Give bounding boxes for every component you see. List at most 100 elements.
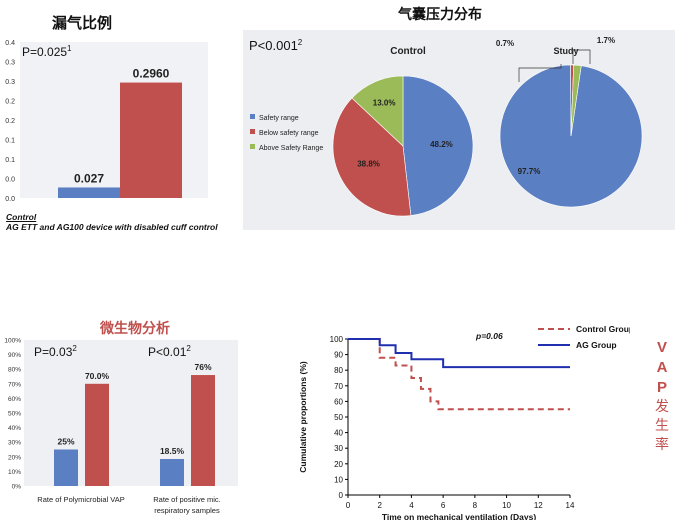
km-legend-label: AG Group [576,340,617,350]
km-y-tick: 70 [334,382,343,391]
leak-caption-device: AG ETT and AG100 device with disabled cu… [6,222,218,232]
micro-p-right: P<0.012 [148,344,191,359]
micro-bar-chart: 0% 10% 20% 30% 40% 50% 60% 70% 80% 90% 100% P=0.032… [4,338,238,515]
vap-zh-3: 率 [655,437,669,453]
km-y-tick: 60 [334,397,343,406]
leak-y-tick: 0.0 [5,177,15,184]
leak-bar-label: 0.2960 [133,67,170,81]
pie-legend-swatch [250,144,255,149]
micro-bar-label: 70.0% [85,371,110,381]
micro-y-tick: 0% [12,484,22,491]
micro-y-tick: 40% [8,425,21,432]
leak-y-tick: 0.0 [5,196,15,203]
micro-p-left: P=0.032 [34,344,77,359]
pie-study-leader [518,64,562,82]
vap-zh-1: 发 [655,399,669,415]
micro-bar [54,449,78,486]
km-y-tick: 100 [330,335,344,344]
leak-y-tick: 0.1 [5,157,15,164]
pie-study-label: 97.7% [518,167,541,176]
pie-control-label: 13.0% [373,98,396,107]
leak-chart-title: 漏气比例 [52,14,113,32]
pie-control-slice [351,75,404,147]
micro-y-tick: 100% [4,338,21,345]
pie-p-value: P<0.0012 [249,38,303,53]
micro-y-tick: 50% [8,411,21,418]
micro-y-tick: 80% [8,367,21,374]
leak-y-tick: 0.3 [5,79,15,86]
pie-study-leader [572,49,591,64]
micro-bar-label: 25% [57,437,74,447]
vap-line-chart: 0 10 20 30 40 50 60 70 80 90 100 0 2 4 6 8 10 12 14 Time on… [298,324,630,520]
micro-category-label: Rate of Polymicrobial VAP [37,495,124,504]
km-x-tick: 10 [502,501,511,510]
micro-category-label: Rate of positive mic. [153,495,221,504]
micro-bar [191,375,215,486]
km-x-tick: 6 [441,501,446,510]
km-legend-label: Control Group [576,324,630,334]
km-y-tick: 40 [334,429,343,438]
km-y-tick: 0 [339,491,344,500]
micro-bar-label: 76% [194,362,211,372]
vap-letter-a: A [656,359,668,376]
micro-y-tick: 70% [8,381,21,388]
pie-legend-label: Below safety range [259,130,319,137]
pie-control-label: 48.2% [430,140,453,149]
leak-caption-control: Control [6,212,37,222]
km-x-tick: 14 [566,501,575,510]
pie-legend-swatch [250,129,255,134]
km-x-tick: 12 [534,501,543,510]
km-x-tick: 8 [473,501,478,510]
leak-bar-chart: 0.0 0.0 0.1 0.1 0.2 0.2 0.3 0.3 0.4 P=0.0251 0.027… [5,40,208,203]
km-y-tick: 90 [334,351,343,360]
leak-y-tick: 0.2 [5,118,15,125]
leak-y-tick: 0.3 [5,60,15,67]
vap-letter-p: P [656,379,667,396]
pie-study-slice [570,64,582,137]
micro-bar [160,458,184,486]
pie-study-label: 0.7% [496,39,514,48]
km-x-tick: 0 [346,501,351,510]
km-y-tick: 20 [334,460,343,469]
km-series-line [348,338,570,369]
pie-control-slice [332,97,412,217]
pie-legend-label: Above Safety Range [259,145,323,152]
km-series-line [348,338,570,411]
pressure-pie-chart: P<0.0012 Safety range Below safety range Ab… [243,30,675,230]
micro-y-tick: 30% [8,440,21,447]
micro-y-tick: 90% [8,352,21,359]
pie-study-label: 1.7% [597,36,615,45]
micro-category-label: respiratory samples [154,506,220,515]
micro-y-tick: 60% [8,396,21,403]
vap-side-label: V A P 发 生 率 [652,338,672,455]
pie-control-label: 38.8% [357,159,380,168]
micro-chart-title: 微生物分析 [100,321,170,337]
km-x-label: Time on mechanical ventilation (Days) [382,512,536,520]
km-y-tick: 80 [334,366,343,375]
km-y-tick: 10 [334,475,343,484]
pie-legend-label: Safety range [259,115,299,122]
km-x-tick: 4 [409,501,414,510]
micro-y-tick: 20% [8,454,21,461]
leak-bar [58,187,120,198]
vap-zh-2: 生 [655,418,669,434]
leak-y-tick: 0.4 [5,40,15,47]
leak-bar-label: 0.027 [74,171,104,185]
pie-control-title: Control [390,46,426,57]
km-y-tick: 50 [334,413,343,422]
pie-control-slice [402,75,474,216]
km-y-tick: 30 [334,444,343,453]
leak-y-tick: 0.2 [5,99,15,106]
leak-y-tick: 0.1 [5,138,15,145]
leak-caption: Control AG ETT and AG100 device with dis… [6,212,218,232]
micro-bar [85,383,109,486]
pressure-chart-title: 气囊压力分布 [398,7,482,23]
leak-p-value: P=0.0251 [22,44,72,59]
km-p-value: p=0.06 [475,331,503,341]
pie-legend-swatch [250,114,255,119]
pie-study-title: Study [553,46,578,56]
km-y-label: Cumulative proportions (%) [298,361,308,473]
micro-bar-label: 18.5% [160,446,185,456]
vap-letter-v: V [656,339,667,356]
km-x-tick: 2 [377,501,382,510]
